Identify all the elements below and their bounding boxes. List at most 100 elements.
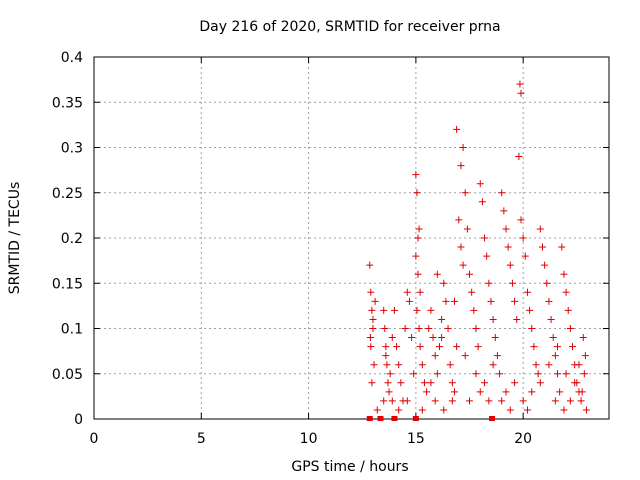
data-point [461,352,469,360]
data-point [367,343,375,351]
data-point [413,306,421,314]
data-point [414,270,422,278]
data-point [451,297,458,305]
data-point [366,334,374,342]
data-point [463,225,471,233]
data-point [371,297,379,305]
data-point [395,406,403,414]
data-point [453,343,461,351]
data-point [566,397,574,405]
zero-data-point [366,416,373,421]
data-point [536,225,544,233]
data-point [384,379,392,387]
y-tick-label: 0.25 [52,186,83,202]
zero-data-point [412,416,419,421]
data-point [381,325,389,332]
data-point [451,388,458,396]
x-axis: 0 5 10 15 20 [90,57,532,447]
data-point [551,397,559,405]
data-point [435,343,443,351]
data-point [516,80,524,88]
data-point [367,288,375,296]
data-point [534,370,542,378]
data-point [431,397,439,405]
data-point [485,397,493,405]
data-point [466,397,474,405]
data-points [366,80,590,421]
data-point [481,379,489,387]
zero-data-point [489,416,496,421]
data-point [468,288,476,296]
data-point [523,288,531,296]
data-point [382,352,390,360]
data-point [564,306,572,314]
data-point [429,334,437,342]
data-point [528,388,536,396]
y-tick-label: 0 [74,412,83,428]
data-point [373,406,381,414]
data-point [541,261,549,269]
data-point [416,343,424,351]
data-point [506,406,514,414]
data-point [498,397,506,405]
data-point [386,370,394,378]
data-point [472,370,480,378]
data-point [511,379,519,387]
data-point [410,370,418,378]
x-tick-label: 10 [300,431,318,447]
data-point [440,279,448,287]
data-point [366,261,374,269]
data-point [448,397,456,405]
y-tick-label: 0.1 [61,322,83,338]
y-tick-label: 0.3 [61,141,83,157]
data-point [487,297,495,305]
data-point [405,297,413,305]
data-point [530,343,538,351]
data-point [562,288,570,296]
data-point [515,153,523,161]
data-point [483,252,491,260]
data-point [580,370,588,378]
data-point [566,325,574,332]
data-point [513,315,521,323]
data-point [388,334,396,342]
data-point [521,252,529,260]
data-point [380,397,388,405]
data-point [575,361,583,369]
data-point [523,406,531,414]
data-point [368,379,376,387]
y-tick-label: 0.05 [52,367,83,383]
data-point [517,89,525,97]
data-point [388,397,396,405]
data-point [418,406,426,414]
data-point [551,352,559,360]
data-point [560,270,568,278]
data-point [442,297,450,305]
data-point [414,234,422,242]
data-point [489,315,497,323]
data-point [425,325,433,332]
data-point [476,180,484,188]
data-point [491,334,499,342]
data-point [474,343,482,351]
data-point [453,125,461,133]
data-point [547,315,555,323]
data-point [493,352,501,360]
y-tick-label: 0.15 [52,276,83,292]
x-tick-label: 0 [90,431,99,447]
data-point [577,397,585,405]
data-point [401,325,409,332]
data-point [440,406,448,414]
zero-data-point [377,416,384,421]
y-tick-label: 0.4 [61,50,83,66]
data-point [382,343,390,351]
data-point [369,325,377,332]
data-point [581,352,589,360]
data-point [543,279,551,287]
data-point [517,216,525,224]
y-tick-label: 0.35 [52,95,83,111]
data-point [502,225,510,233]
data-point [438,315,446,323]
data-point [478,198,486,206]
data-point [397,379,405,387]
